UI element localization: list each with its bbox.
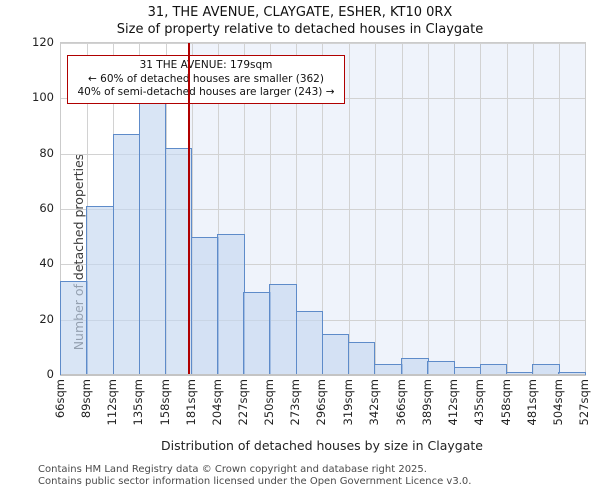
- chart-title: 31, THE AVENUE, CLAYGATE, ESHER, KT10 0R…: [147, 5, 453, 20]
- chart-subtitle: Size of property relative to detached ho…: [116, 22, 484, 37]
- histogram-bar-158sqm: [164, 148, 193, 375]
- property-size-marker-line: [188, 43, 191, 375]
- x-tick-label-412sqm: 412sqm: [446, 379, 461, 426]
- histogram-bar-250sqm: [269, 283, 298, 375]
- histogram-bar-481sqm: [531, 363, 560, 375]
- y-tick-label-60: 60: [39, 201, 54, 215]
- gridline-x-504: [558, 43, 560, 375]
- gridline-x-273: [296, 43, 298, 375]
- annotation-larger-stat: 40% of semi-detached houses are larger (…: [77, 86, 335, 98]
- y-tick-label-100: 100: [32, 90, 54, 105]
- gridline-x-366: [401, 43, 403, 375]
- y-tick-label-120: 120: [32, 35, 54, 49]
- gridline-x-319: [348, 43, 350, 375]
- histogram-bar-181sqm: [190, 236, 219, 375]
- x-tick-label-135sqm: 135sqm: [131, 379, 146, 426]
- y-tick-label-20: 20: [39, 311, 54, 326]
- gridline-x-481: [532, 43, 534, 375]
- histogram-bar-366sqm: [401, 358, 429, 375]
- gridline-x-435: [480, 43, 482, 375]
- gridline-x-342: [374, 43, 376, 375]
- histogram-bar-319sqm: [347, 341, 376, 375]
- gridline-x-458: [506, 43, 508, 375]
- x-axis-label: Distribution of detached houses by size …: [160, 438, 483, 453]
- x-tick-label-66sqm: 66sqm: [53, 379, 67, 419]
- gridline-x-389: [428, 43, 430, 375]
- y-tick-label-80: 80: [39, 145, 54, 160]
- x-tick-label-204sqm: 204sqm: [209, 379, 224, 426]
- y-tick-label-0: 0: [46, 367, 54, 381]
- x-tick-label-342sqm: 342sqm: [366, 379, 381, 426]
- histogram-bar-66sqm: [60, 280, 88, 375]
- x-tick-label-227sqm: 227sqm: [236, 379, 250, 426]
- histogram-bar-89sqm: [86, 206, 115, 375]
- annotation-smaller-stat: ← 60% of detached houses are smaller (36…: [88, 72, 324, 85]
- histogram-bar-296sqm: [321, 333, 350, 375]
- histogram-bar-389sqm: [427, 361, 456, 375]
- histogram-bar-135sqm: [138, 101, 167, 375]
- x-tick-label-89sqm: 89sqm: [79, 379, 94, 419]
- annotation-property-size: 31 THE AVENUE: 179sqm: [139, 59, 273, 71]
- x-tick-label-181sqm: 181sqm: [183, 379, 198, 426]
- gridline-x-227: [244, 43, 245, 375]
- x-axis-spine: [61, 374, 585, 376]
- x-tick-label-273sqm: 273sqm: [288, 379, 303, 426]
- histogram-bar-273sqm: [295, 311, 324, 375]
- x-tick-label-112sqm: 112sqm: [105, 379, 120, 426]
- histogram-bar-504sqm: [558, 372, 586, 375]
- footer-attribution-line-2: Contains public sector information licen…: [38, 475, 472, 487]
- x-tick-label-389sqm: 389sqm: [420, 379, 435, 426]
- y-tick-label-40: 40: [39, 256, 54, 271]
- histogram-bar-112sqm: [112, 134, 141, 375]
- footer: Contains HM Land Registry data © Crown c…: [38, 464, 471, 487]
- x-tick-label-458sqm: 458sqm: [498, 379, 513, 426]
- gridline-x-412: [454, 43, 456, 375]
- x-tick-label-250sqm: 250sqm: [262, 379, 277, 426]
- x-tick-label-296sqm: 296sqm: [314, 379, 329, 426]
- x-tick-label-435sqm: 435sqm: [472, 379, 487, 426]
- footer-attribution-line-1: Contains HM Land Registry data © Crown c…: [38, 464, 427, 475]
- histogram-bar-435sqm: [479, 363, 508, 375]
- x-tick-label-527sqm: 527sqm: [577, 379, 591, 426]
- x-tick-label-319sqm: 319sqm: [340, 379, 355, 426]
- histogram-bar-204sqm: [217, 233, 245, 375]
- x-tick-label-158sqm: 158sqm: [157, 379, 172, 426]
- histogram-bar-227sqm: [243, 292, 271, 375]
- gridline-x-204: [217, 43, 219, 375]
- x-tick-label-366sqm: 366sqm: [393, 379, 408, 426]
- x-tick-label-504sqm: 504sqm: [550, 379, 565, 426]
- x-tick-label-481sqm: 481sqm: [524, 379, 539, 426]
- plot-area: 31 THE AVENUE: 179sqm ← 60% of detached …: [60, 42, 586, 376]
- annotation-box: 31 THE AVENUE: 179sqm ← 60% of detached …: [67, 55, 345, 104]
- gridline-x-296: [322, 43, 324, 375]
- gridline-x-250: [270, 43, 272, 375]
